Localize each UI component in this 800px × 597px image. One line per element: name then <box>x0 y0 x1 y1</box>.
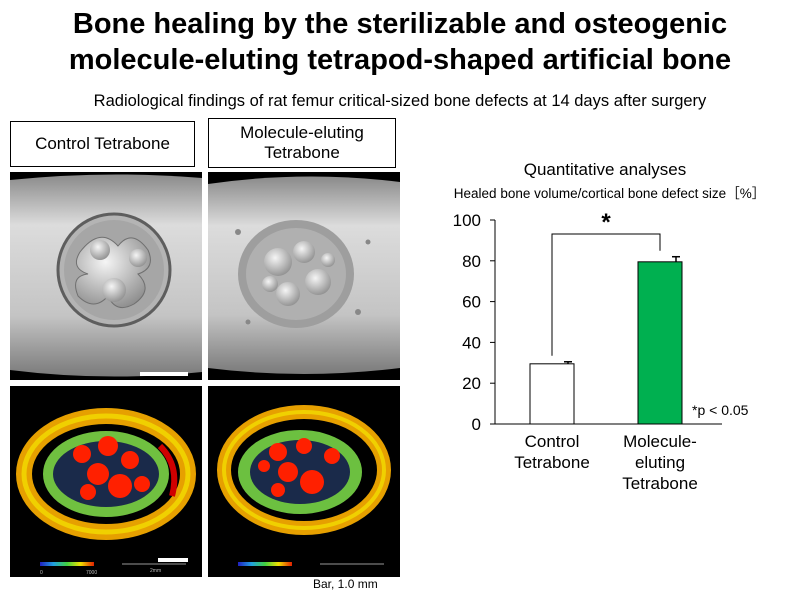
x-tick-label-2: Molecule- <box>623 432 697 451</box>
bar-1 <box>529 363 575 425</box>
colorbar <box>40 562 94 566</box>
title-line-2: molecule-eluting tetrapod-shaped artific… <box>68 44 732 76</box>
y-tick-label: 80 <box>462 252 481 271</box>
ct-colormap-control-image: 0 7000 2mm <box>10 386 202 577</box>
colorbar-min: 0 <box>40 570 43 576</box>
colorbar-max: 7000 <box>86 570 97 576</box>
subtitle: Radiological findings of rat femur criti… <box>93 92 707 110</box>
y-tick-label: 0 <box>472 415 481 434</box>
ct-colormap-molecule-image <box>208 386 400 577</box>
x-tick-label-2: Tetrabone <box>622 474 698 493</box>
y-tick-label: 40 <box>462 333 481 352</box>
footnote: *p < 0.05 <box>692 402 749 418</box>
significance-marker: * <box>601 209 611 236</box>
y-tick-label: 100 <box>453 211 481 230</box>
chart-title: Quantitative analyses <box>523 160 687 179</box>
page-title: Bone healing by the sterilizable and ost… <box>0 6 800 78</box>
scale-bar-note: Bar, 1.0 mm <box>313 577 378 591</box>
significance-bracket <box>551 233 661 356</box>
ct-3d-molecule-image <box>208 172 400 380</box>
y-tick-label: 20 <box>462 374 481 393</box>
x-tick-label-2: eluting <box>635 453 685 472</box>
ct-3d-control-image <box>10 172 202 380</box>
x-tick-label-1: Tetrabone <box>514 453 590 472</box>
scale-text: 2mm <box>150 568 161 574</box>
control-label-box: Control Tetrabone <box>10 121 195 167</box>
molecule-label-line-1: Molecule-eluting <box>240 123 364 142</box>
scale-bar-control-3d <box>140 372 188 376</box>
bar-2 <box>637 261 683 425</box>
molecule-label-box: Molecule-eluting Tetrabone <box>208 118 396 168</box>
molecule-label-line-2: Tetrabone <box>264 143 340 162</box>
title-line-1: Bone healing by the sterilizable and ost… <box>72 8 728 40</box>
y-tick-label: 60 <box>462 293 481 312</box>
scale-bar-control-map <box>158 558 188 562</box>
x-tick-label-1: Control <box>525 432 580 451</box>
chart-ylabel: Healed bone volume/cortical bone defect … <box>453 186 766 201</box>
control-label: Control Tetrabone <box>35 134 170 153</box>
